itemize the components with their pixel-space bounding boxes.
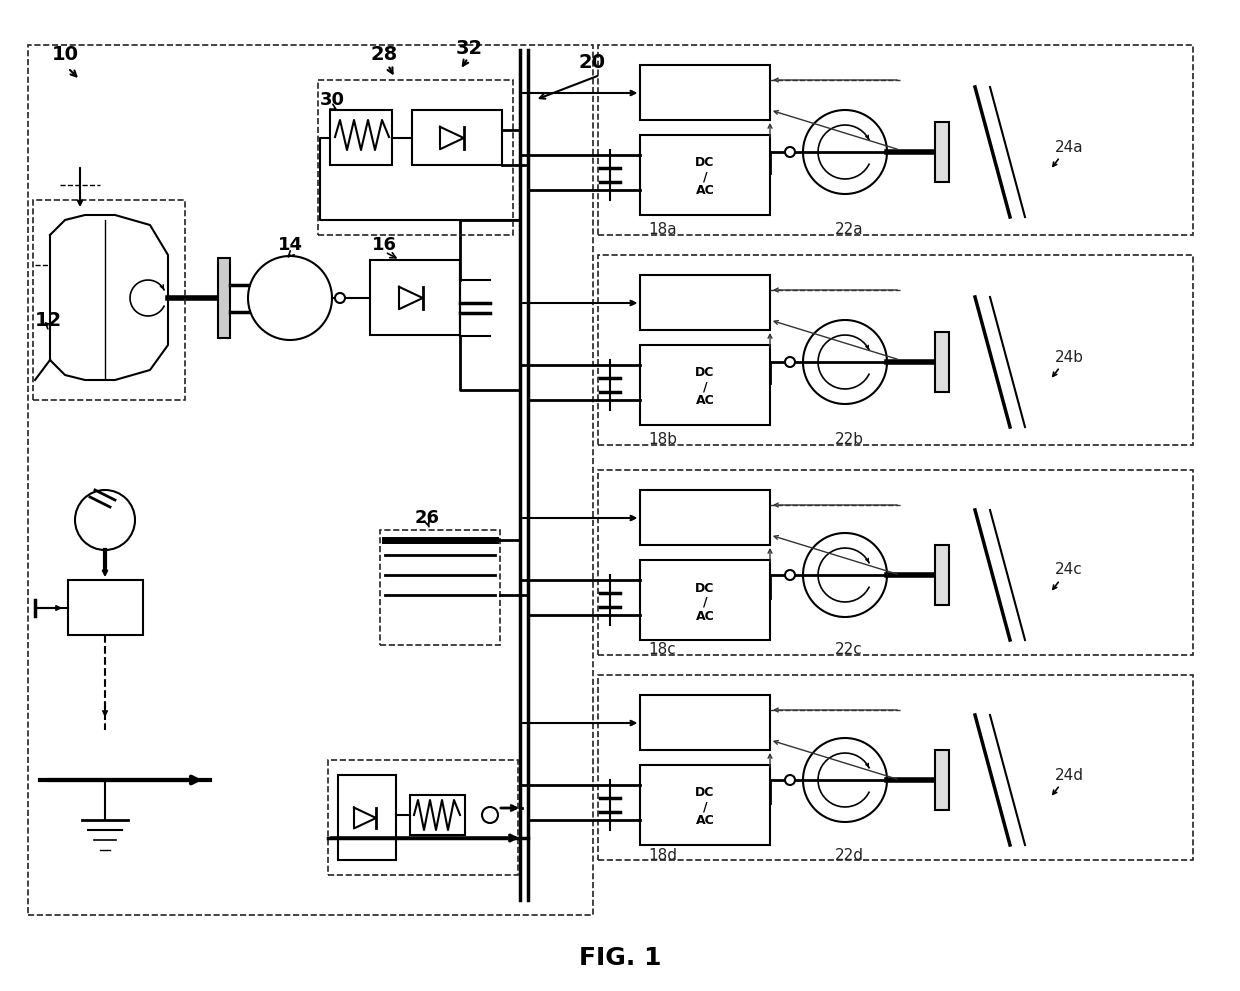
Text: 18a: 18a — [649, 223, 677, 238]
Text: 12: 12 — [35, 310, 62, 329]
Bar — [412, 110, 502, 165]
Bar — [68, 580, 143, 635]
Text: 32: 32 — [456, 39, 484, 57]
Text: /: / — [703, 381, 707, 393]
Bar — [598, 675, 1193, 860]
Text: 16: 16 — [372, 236, 397, 254]
Circle shape — [74, 490, 135, 550]
Bar — [640, 275, 770, 330]
Polygon shape — [50, 215, 167, 380]
Bar — [935, 545, 949, 605]
Text: 14: 14 — [278, 236, 303, 254]
Circle shape — [804, 533, 887, 617]
Polygon shape — [440, 127, 464, 150]
Bar — [935, 332, 949, 392]
Bar — [640, 65, 770, 120]
Text: 24b: 24b — [1055, 350, 1084, 365]
Circle shape — [804, 738, 887, 822]
Bar — [33, 200, 185, 400]
Bar — [339, 775, 396, 860]
Bar — [379, 530, 500, 645]
Bar — [640, 560, 770, 640]
Circle shape — [785, 147, 795, 157]
Text: 10: 10 — [52, 46, 79, 64]
Text: FIG. 1: FIG. 1 — [579, 946, 661, 970]
Text: AC: AC — [696, 609, 714, 622]
Bar — [598, 255, 1193, 445]
Text: DC: DC — [696, 582, 714, 595]
Circle shape — [248, 256, 332, 340]
Circle shape — [335, 293, 345, 303]
Bar — [330, 110, 392, 165]
Bar — [370, 260, 460, 335]
Text: 20: 20 — [578, 53, 605, 71]
Bar — [640, 490, 770, 545]
Circle shape — [785, 775, 795, 785]
Circle shape — [785, 570, 795, 580]
Circle shape — [482, 807, 498, 823]
Text: DC: DC — [696, 787, 714, 800]
Text: AC: AC — [696, 184, 714, 197]
Text: 18b: 18b — [649, 432, 677, 448]
Text: 18d: 18d — [649, 847, 677, 862]
Text: DC: DC — [696, 157, 714, 169]
Text: 22d: 22d — [835, 847, 864, 862]
Bar — [329, 760, 518, 875]
Polygon shape — [399, 286, 423, 309]
Bar — [317, 80, 513, 235]
Bar — [640, 345, 770, 425]
Bar — [640, 135, 770, 215]
Bar — [29, 45, 593, 915]
Text: 18c: 18c — [649, 642, 676, 657]
Text: 22a: 22a — [835, 223, 863, 238]
Bar — [598, 470, 1193, 655]
Bar — [640, 765, 770, 845]
Circle shape — [804, 110, 887, 194]
Text: DC: DC — [696, 367, 714, 380]
Bar — [410, 795, 465, 835]
Text: AC: AC — [696, 815, 714, 827]
Circle shape — [785, 357, 795, 367]
Bar — [935, 122, 949, 182]
Bar — [935, 750, 949, 810]
Text: 24c: 24c — [1055, 563, 1083, 578]
Text: AC: AC — [696, 394, 714, 407]
Text: /: / — [703, 170, 707, 183]
Text: 28: 28 — [370, 46, 397, 64]
Text: 30: 30 — [320, 91, 345, 109]
Bar — [598, 45, 1193, 235]
Bar — [640, 695, 770, 750]
Circle shape — [804, 320, 887, 404]
Text: 26: 26 — [415, 509, 440, 527]
Text: 22c: 22c — [835, 642, 863, 657]
Text: 22b: 22b — [835, 432, 864, 448]
Text: 24d: 24d — [1055, 767, 1084, 783]
Text: /: / — [703, 596, 707, 608]
Text: /: / — [703, 801, 707, 814]
Polygon shape — [353, 808, 376, 828]
Text: 24a: 24a — [1055, 140, 1084, 155]
Bar — [218, 258, 229, 338]
